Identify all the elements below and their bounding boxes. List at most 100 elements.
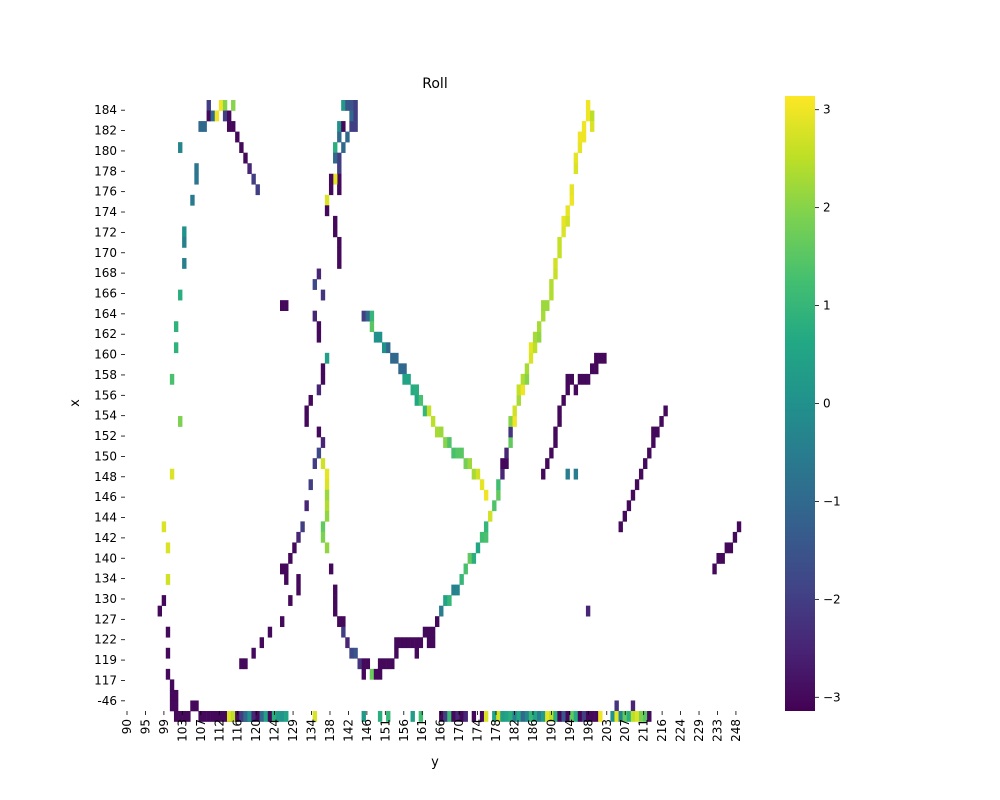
heatmap-cell — [500, 711, 505, 722]
heatmap-cell — [194, 173, 199, 185]
y-tick-label: 160 — [94, 348, 117, 362]
heatmap-cell — [471, 552, 477, 564]
heatmap-cell — [165, 668, 171, 680]
x-tick-label: 186 — [526, 719, 540, 742]
heatmap-cell — [455, 447, 460, 459]
x-axis-ticks: 90 95 99 103 107 112 116 120 124 129 134 138 142 146 1… — [120, 711, 743, 742]
heatmap-cell — [643, 711, 648, 722]
heatmap-cell — [255, 711, 260, 722]
heatmap-cell — [369, 668, 375, 680]
heatmap-cell — [267, 626, 273, 638]
heatmap-cell — [585, 110, 591, 122]
heatmap-cell — [345, 100, 350, 111]
x-tick-label: 190 — [544, 719, 558, 742]
heatmap-cell — [418, 711, 424, 722]
heatmap-cell — [557, 236, 562, 248]
heatmap-cell — [333, 584, 338, 596]
heatmap-cell — [573, 711, 579, 722]
heatmap-cell — [304, 416, 309, 427]
heatmap-cell — [573, 384, 579, 396]
heatmap-cell — [280, 711, 285, 722]
heatmap-cell — [590, 711, 595, 722]
x-tick-label: 233 — [710, 719, 724, 742]
heatmap-cell — [496, 479, 501, 491]
heatmap-cell — [247, 163, 252, 175]
heatmap-cell — [194, 163, 199, 175]
heatmap-cell — [573, 468, 579, 480]
heatmap-cell — [333, 605, 338, 617]
heatmap-cell — [553, 437, 558, 448]
heatmap-cell — [243, 711, 248, 722]
heatmap-cell — [496, 489, 501, 501]
heatmap-cell — [275, 711, 281, 722]
y-tick-label: 174 — [94, 205, 117, 219]
heatmap-cell — [214, 110, 220, 122]
heatmap-cell — [210, 711, 216, 722]
heatmap-cell — [581, 131, 587, 143]
heatmap-cell — [165, 626, 171, 638]
heatmap-cell — [402, 363, 407, 375]
y-tick-label: 142 — [94, 531, 117, 545]
heatmap-cell — [545, 711, 550, 722]
heatmap-cell — [483, 521, 489, 533]
heatmap-cell — [500, 458, 505, 469]
heatmap-cell — [532, 711, 538, 722]
x-tick-label: 166 — [434, 719, 448, 742]
heatmap-cell — [173, 700, 179, 712]
y-tick-label: 158 — [94, 368, 117, 382]
heatmap-cell — [585, 373, 591, 385]
heatmap-cell — [435, 616, 440, 628]
colorbar-tick-label: 1 — [823, 299, 831, 313]
x-tick-label: 161 — [415, 719, 429, 742]
heatmap-cell — [553, 426, 558, 438]
heatmap-cell — [320, 363, 326, 375]
heatmap-cell — [390, 658, 395, 670]
heatmap-cell — [206, 711, 211, 722]
x-tick-label: 138 — [323, 719, 337, 742]
heatmap-cell — [361, 668, 366, 680]
heatmap-cell — [536, 711, 542, 722]
heatmap-cell — [663, 405, 668, 417]
heatmap-cell — [169, 689, 175, 701]
heatmap-cell — [508, 426, 513, 438]
heatmap-cell — [386, 658, 391, 670]
heatmap-cell — [349, 110, 354, 122]
heatmap-cell — [353, 100, 358, 111]
y-tick-label: 122 — [94, 633, 117, 647]
heatmap-cell — [173, 342, 179, 354]
heatmap-cell — [316, 426, 322, 438]
heatmap-cell — [349, 100, 354, 111]
heatmap-cell — [655, 426, 660, 438]
heatmap-cell — [243, 658, 248, 670]
heatmap-cell — [406, 373, 411, 385]
heatmap-cell — [569, 184, 574, 196]
heatmap-cell — [198, 121, 203, 132]
y-tick-label: 182 — [94, 124, 117, 138]
heatmap-cell — [386, 342, 391, 354]
y-tick-label: 172 — [94, 225, 117, 239]
heatmap-cell — [337, 131, 342, 143]
heatmap-cell — [536, 321, 542, 333]
heatmap-cell — [541, 711, 546, 722]
heatmap-cell — [549, 447, 554, 459]
heatmap-cell — [455, 711, 460, 722]
heatmap-cell — [182, 258, 187, 269]
heatmap-cell — [333, 142, 338, 153]
heatmap-cell — [508, 711, 513, 722]
heatmap-cell — [235, 711, 240, 722]
heatmap-cell — [377, 331, 383, 343]
x-tick-label: 107 — [194, 719, 208, 742]
heatmap-cell — [169, 679, 175, 691]
heatmap-cell — [377, 668, 383, 680]
heatmap-cell — [226, 110, 232, 122]
heatmap-cell — [479, 479, 485, 491]
y-tick-label: 148 — [94, 470, 117, 484]
x-tick-label: 211 — [637, 719, 651, 742]
heatmap-cell — [483, 711, 489, 722]
heatmap-cell — [324, 500, 330, 512]
heatmap-cell — [349, 121, 354, 132]
heatmap-cell — [304, 500, 309, 512]
heatmap-cell — [320, 289, 326, 301]
colorbar-tick-label: −2 — [823, 592, 841, 606]
heatmap-cell — [337, 258, 342, 269]
